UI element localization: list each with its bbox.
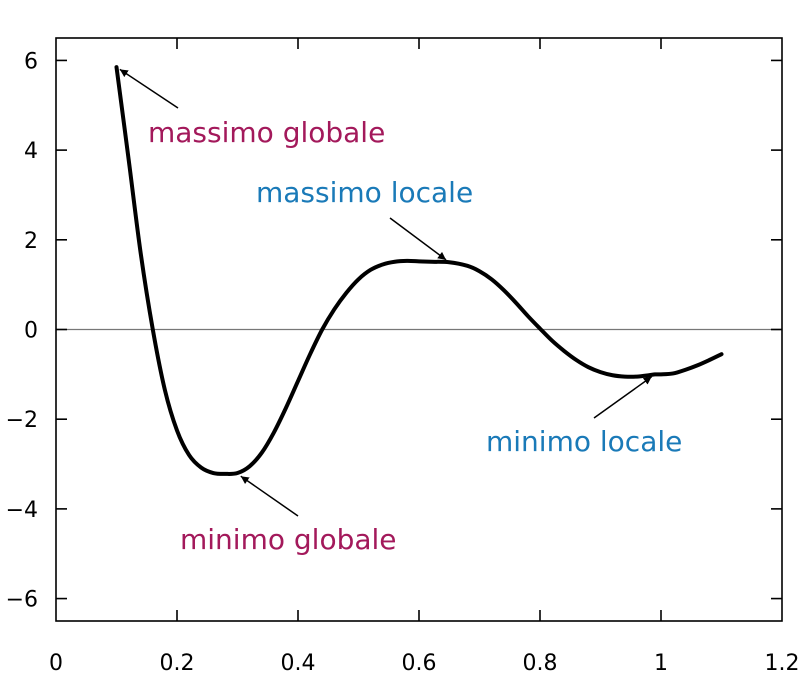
y-tick-label: −6 [6, 588, 38, 613]
x-tick-label: 1 [654, 651, 668, 676]
series-layer [114, 65, 724, 476]
x-tick-label: 0.4 [281, 651, 316, 676]
plot-frame [55, 37, 783, 622]
series-line [114, 65, 724, 476]
x-tick-label: 0.2 [160, 651, 195, 676]
y-tick-label: 6 [24, 49, 38, 74]
y-tick-label: −2 [6, 408, 38, 433]
x-tick-label: 1.2 [765, 651, 800, 676]
annotation-label: minimo globale [180, 523, 397, 556]
annotation-arrow [119, 68, 179, 109]
x-tick-label: 0.8 [523, 651, 558, 676]
y-tick-label: 4 [24, 139, 38, 164]
x-tick-label: 0 [49, 651, 63, 676]
ticks-layer: 0 0.2 0.4 0.6 0.8 1 1.2 6 4 2 0 −2 −4 −6 [6, 38, 800, 676]
x-tick-label: 0.6 [402, 651, 437, 676]
annotation-arrow [389, 217, 447, 261]
annotation-arrow [240, 475, 299, 517]
y-tick-label: −4 [6, 498, 38, 523]
y-tick-label: 2 [24, 229, 38, 254]
annotation-label: massimo locale [256, 176, 473, 209]
annotation-arrow [593, 376, 653, 419]
annotation-label: massimo globale [148, 116, 385, 149]
y-tick-label: 0 [24, 319, 38, 344]
annotation-layer: massimo globale massimo locale minimo glob… [119, 68, 682, 556]
annotation-label: minimo locale [486, 425, 682, 458]
